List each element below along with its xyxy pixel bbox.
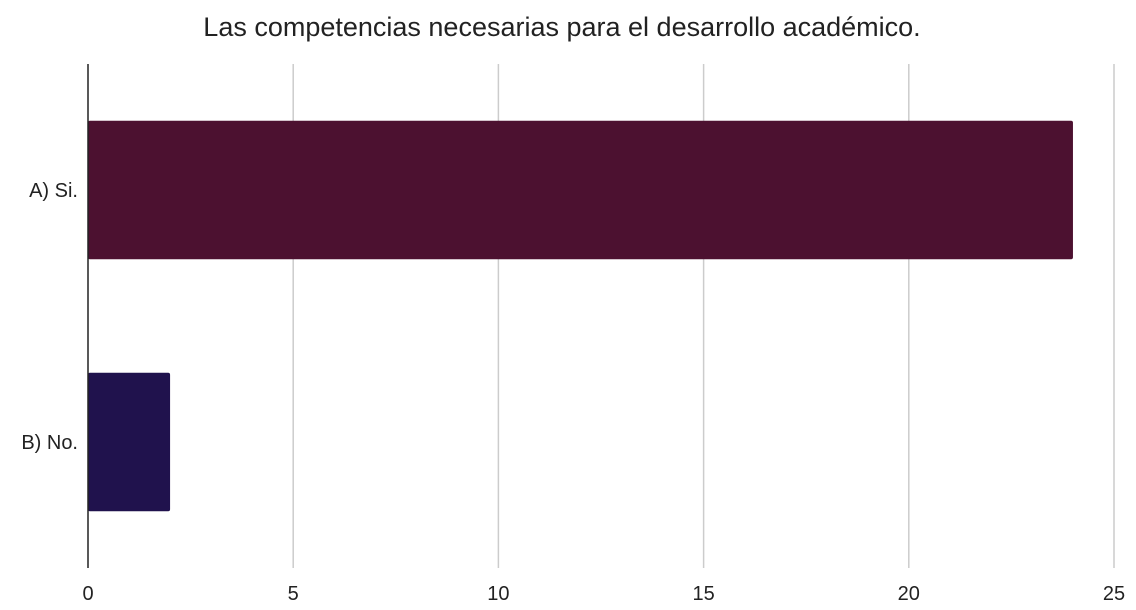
bar-no bbox=[88, 372, 171, 512]
y-category-label-no: B) No. bbox=[21, 432, 78, 454]
bar-si bbox=[88, 120, 1073, 260]
chart-title: Las competencias necesarias para el desa… bbox=[203, 12, 920, 42]
y-category-label-si: A) Si. bbox=[29, 180, 78, 202]
x-tick-label-15: 15 bbox=[692, 583, 714, 605]
x-tick-label-20: 20 bbox=[898, 583, 920, 605]
bars bbox=[88, 120, 1073, 512]
x-tick-label-25: 25 bbox=[1103, 583, 1125, 605]
x-tick-label-10: 10 bbox=[487, 583, 509, 605]
x-tick-label-5: 5 bbox=[288, 583, 299, 605]
tick-labels: 0 5 10 15 20 25 A) Si. B) No. bbox=[21, 180, 1125, 605]
x-tick-label-0: 0 bbox=[82, 583, 93, 605]
